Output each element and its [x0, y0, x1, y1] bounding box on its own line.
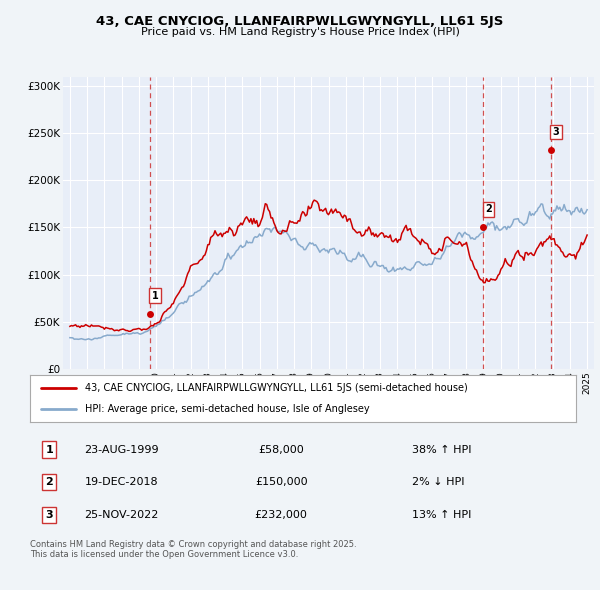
Text: This data is licensed under the Open Government Licence v3.0.: This data is licensed under the Open Gov… [30, 550, 298, 559]
Text: 3: 3 [553, 127, 559, 137]
Text: 43, CAE CNYCIOG, LLANFAIRPWLLGWYNGYLL, LL61 5JS: 43, CAE CNYCIOG, LLANFAIRPWLLGWYNGYLL, L… [97, 15, 503, 28]
Text: £150,000: £150,000 [255, 477, 307, 487]
Text: 2% ↓ HPI: 2% ↓ HPI [412, 477, 465, 487]
Text: 2: 2 [485, 204, 491, 214]
Text: 1: 1 [45, 445, 53, 454]
Text: 13% ↑ HPI: 13% ↑ HPI [412, 510, 472, 520]
Text: Contains HM Land Registry data © Crown copyright and database right 2025.: Contains HM Land Registry data © Crown c… [30, 540, 356, 549]
Text: 23-AUG-1999: 23-AUG-1999 [85, 445, 159, 454]
Text: £58,000: £58,000 [258, 445, 304, 454]
Text: HPI: Average price, semi-detached house, Isle of Anglesey: HPI: Average price, semi-detached house,… [85, 404, 369, 414]
Text: 2: 2 [45, 477, 53, 487]
Text: 38% ↑ HPI: 38% ↑ HPI [412, 445, 472, 454]
Text: £232,000: £232,000 [255, 510, 308, 520]
Text: 43, CAE CNYCIOG, LLANFAIRPWLLGWYNGYLL, LL61 5JS (semi-detached house): 43, CAE CNYCIOG, LLANFAIRPWLLGWYNGYLL, L… [85, 383, 467, 393]
Text: 25-NOV-2022: 25-NOV-2022 [85, 510, 159, 520]
Text: 3: 3 [45, 510, 53, 520]
Text: Price paid vs. HM Land Registry's House Price Index (HPI): Price paid vs. HM Land Registry's House … [140, 27, 460, 37]
Text: 19-DEC-2018: 19-DEC-2018 [85, 477, 158, 487]
Text: 1: 1 [152, 291, 158, 301]
